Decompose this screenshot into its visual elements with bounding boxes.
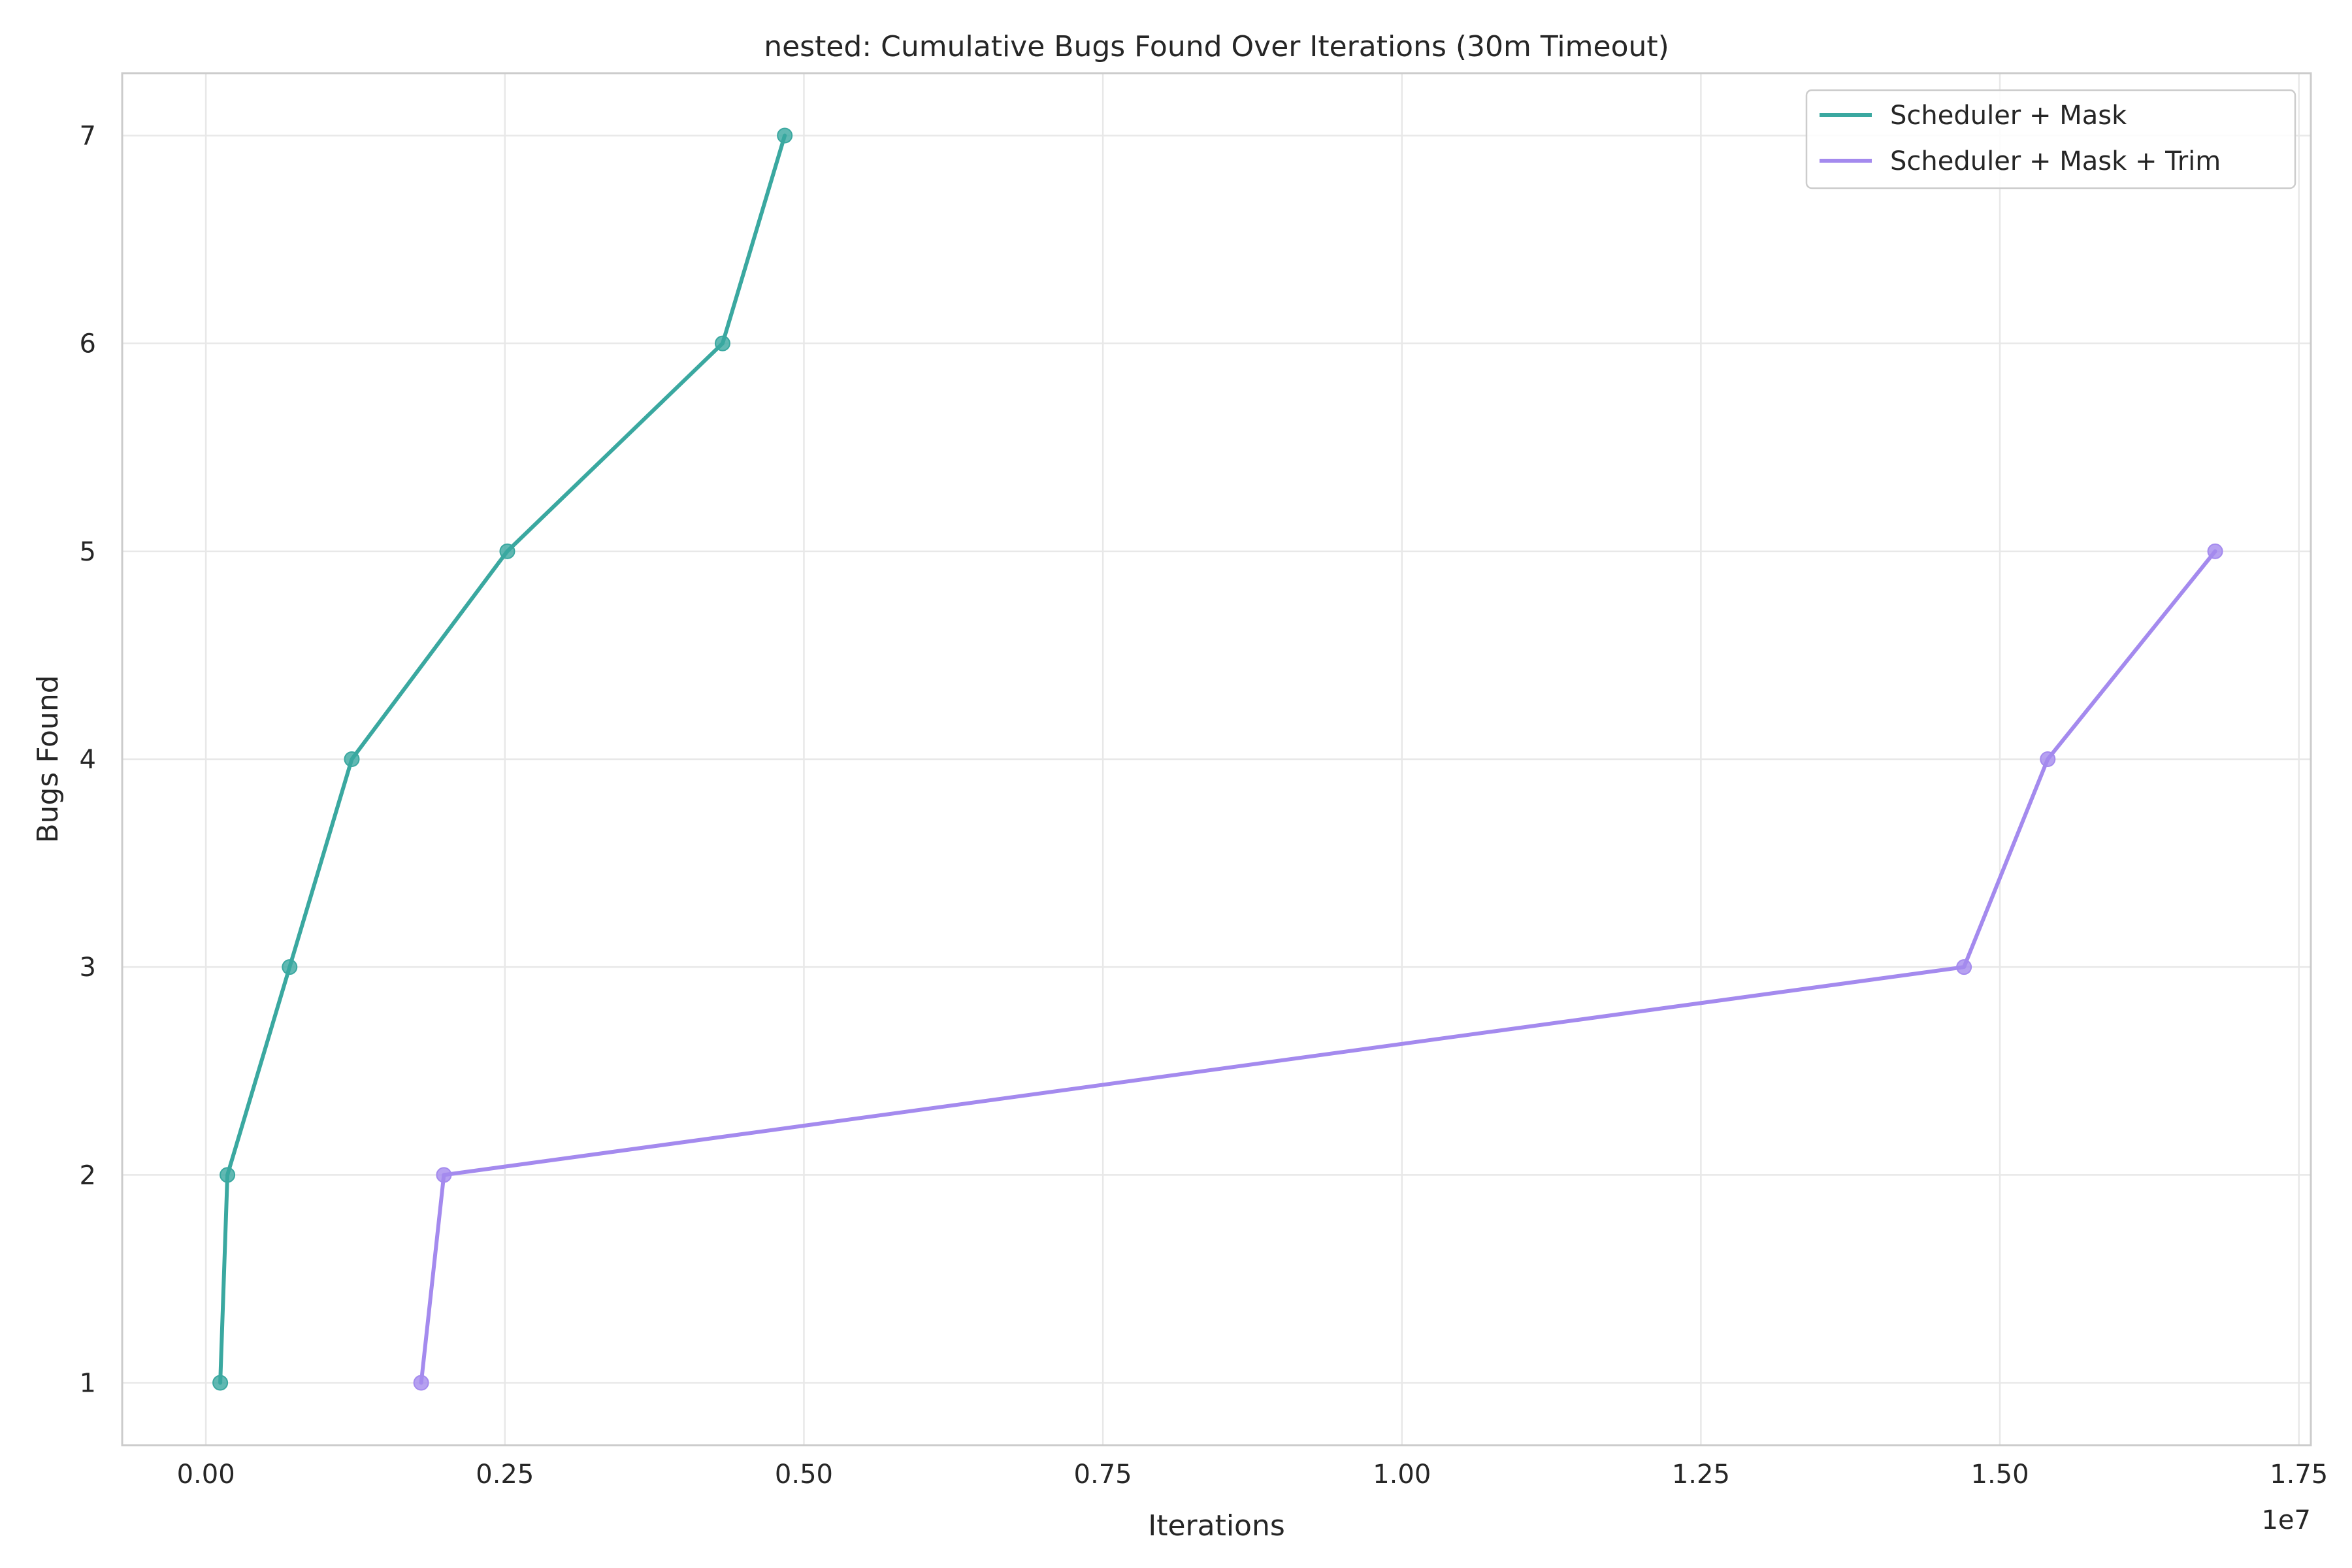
x-tick-label: 0.75 — [1074, 1460, 1132, 1490]
data-point — [212, 1375, 229, 1391]
y-tick-label: 7 — [80, 121, 96, 151]
plot-frame — [121, 72, 2312, 1446]
data-point — [714, 335, 730, 351]
x-tick-label: 0.00 — [177, 1460, 235, 1490]
data-point — [777, 127, 793, 144]
y-tick-label: 6 — [80, 329, 96, 359]
x-axis-label: Iterations — [1148, 1509, 1285, 1543]
data-point — [2040, 751, 2056, 767]
x-tick-label: 1.50 — [1971, 1460, 2029, 1490]
y-tick-label: 4 — [80, 745, 96, 775]
legend-box — [1805, 89, 2296, 189]
data-point — [344, 751, 360, 767]
series-2 — [413, 543, 2223, 1391]
x-tick-label: 0.50 — [775, 1460, 833, 1490]
data-point — [1956, 959, 1972, 975]
y-tick-label: 1 — [80, 1369, 96, 1399]
x-tick-label: 1.25 — [1672, 1460, 1730, 1490]
chart-title: nested: Cumulative Bugs Found Over Itera… — [764, 30, 1669, 63]
data-point — [499, 543, 515, 559]
data-point — [2207, 543, 2223, 559]
legend: Scheduler + Mask Scheduler + Mask + Trim — [1805, 89, 2296, 189]
y-axis-ticks: 1 2 3 4 5 6 7 — [80, 121, 96, 1398]
legend-label: Scheduler + Mask + Trim — [1890, 146, 2221, 176]
data-point — [413, 1375, 429, 1391]
data-point — [220, 1167, 236, 1183]
legend-label: Scheduler + Mask — [1890, 101, 2127, 131]
x-tick-label: 1.00 — [1373, 1460, 1431, 1490]
x-axis-offset-label: 1e7 — [2261, 1505, 2311, 1535]
x-axis-ticks: 0.00 0.25 0.50 0.75 1.00 1.25 1.50 1.75 — [177, 1460, 2328, 1490]
x-tick-label: 1.75 — [2270, 1460, 2328, 1490]
y-axis-label: Bugs Found — [31, 675, 65, 843]
series-1 — [212, 127, 793, 1391]
grid — [122, 73, 2311, 1445]
data-point — [436, 1167, 452, 1183]
data-point — [282, 959, 298, 975]
series-layer — [212, 127, 2223, 1391]
y-tick-label: 5 — [80, 537, 96, 567]
x-tick-label: 0.25 — [476, 1460, 534, 1490]
y-tick-label: 3 — [80, 953, 96, 983]
y-tick-label: 2 — [80, 1160, 96, 1190]
